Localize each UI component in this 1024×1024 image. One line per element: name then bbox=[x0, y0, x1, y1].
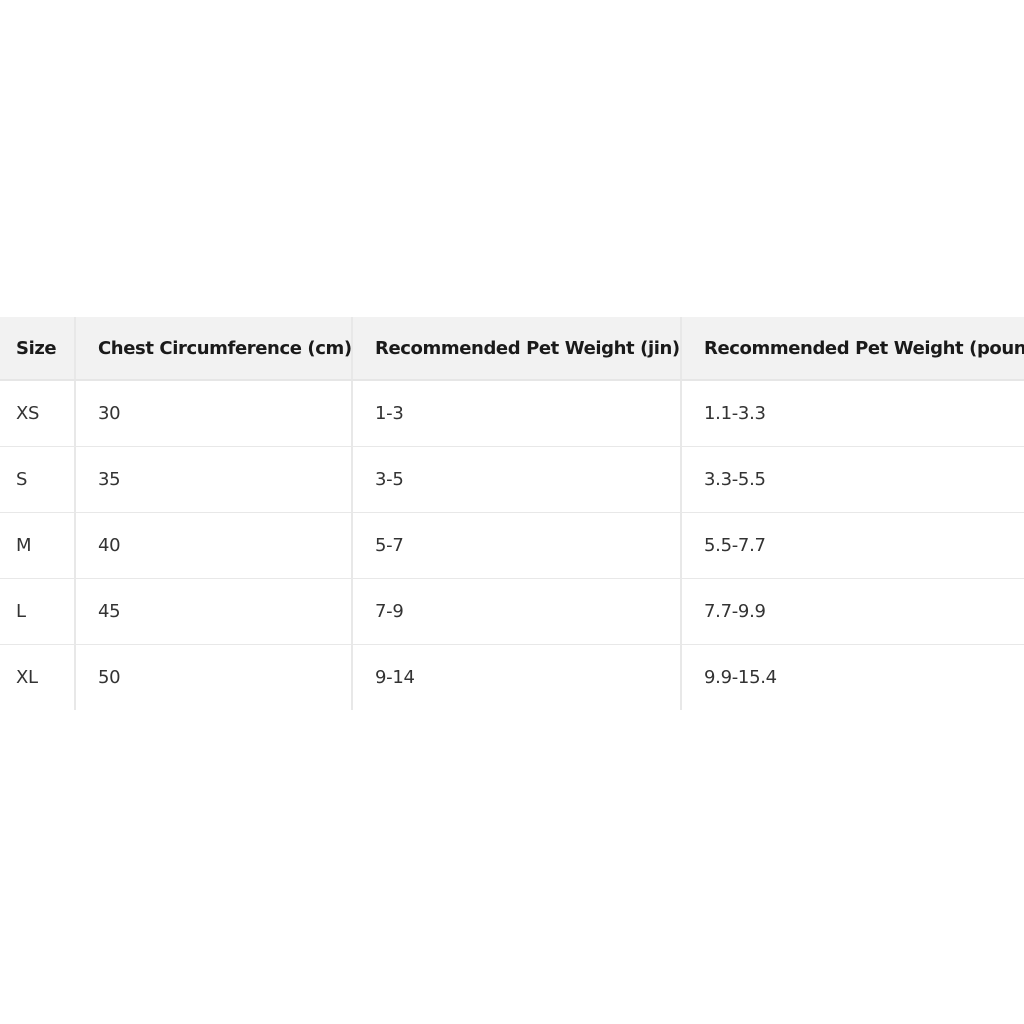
cell-weight-pound: 5.5-7.7 bbox=[680, 512, 1024, 579]
header-chest: Chest Circumference (cm) bbox=[74, 317, 352, 381]
table-row: XS 30 1-3 1.1-3.3 bbox=[0, 380, 1024, 447]
cell-weight-jin: 9-14 bbox=[351, 644, 681, 710]
cell-size: XL bbox=[0, 644, 75, 710]
cell-size: M bbox=[0, 512, 75, 579]
cell-weight-jin: 1-3 bbox=[351, 380, 681, 447]
cell-chest: 50 bbox=[74, 644, 352, 710]
cell-weight-pound: 3.3-5.5 bbox=[680, 446, 1024, 513]
cell-size: L bbox=[0, 578, 75, 645]
cell-chest: 45 bbox=[74, 578, 352, 645]
table-header-row: Size Chest Circumference (cm) Recommende… bbox=[0, 317, 1024, 381]
table-row: XL 50 9-14 9.9-15.4 bbox=[0, 644, 1024, 710]
cell-weight-jin: 3-5 bbox=[351, 446, 681, 513]
header-weight-pound: Recommended Pet Weight (pound) bbox=[680, 317, 1024, 381]
cell-weight-jin: 5-7 bbox=[351, 512, 681, 579]
cell-weight-pound: 9.9-15.4 bbox=[680, 644, 1024, 710]
table-row: S 35 3-5 3.3-5.5 bbox=[0, 446, 1024, 513]
size-chart-table: Size Chest Circumference (cm) Recommende… bbox=[0, 317, 1024, 710]
cell-size: S bbox=[0, 446, 75, 513]
header-weight-jin: Recommended Pet Weight (jin) bbox=[351, 317, 681, 381]
cell-weight-jin: 7-9 bbox=[351, 578, 681, 645]
cell-weight-pound: 7.7-9.9 bbox=[680, 578, 1024, 645]
cell-chest: 35 bbox=[74, 446, 352, 513]
cell-weight-pound: 1.1-3.3 bbox=[680, 380, 1024, 447]
table-row: M 40 5-7 5.5-7.7 bbox=[0, 512, 1024, 579]
cell-size: XS bbox=[16, 403, 40, 424]
table-row: L 45 7-9 7.7-9.9 bbox=[0, 578, 1024, 645]
header-size: Size bbox=[0, 317, 75, 381]
cell-chest: 30 bbox=[74, 380, 352, 447]
cell-chest: 40 bbox=[74, 512, 352, 579]
